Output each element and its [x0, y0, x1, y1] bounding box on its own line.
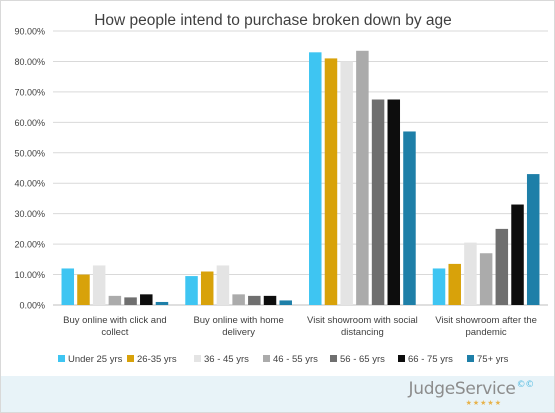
bar	[403, 131, 416, 305]
x-tick-label: distancing	[341, 327, 384, 338]
y-tick-label: 10.00%	[14, 270, 45, 280]
legend-swatch	[398, 355, 405, 362]
bar	[248, 295, 261, 305]
bar	[526, 174, 540, 305]
bar	[232, 294, 245, 305]
bar	[479, 253, 493, 305]
bar	[324, 58, 338, 306]
bar	[495, 228, 509, 305]
bar	[448, 263, 461, 305]
x-tick-label: Buy online with click and	[63, 315, 167, 326]
y-axis-tick-labels: 0.00% 10.00% 20.00% 30.00% 40.00% 50.00% 60.00…	[14, 27, 45, 311]
bar	[356, 50, 369, 305]
brand-name: JudgeService	[408, 379, 516, 399]
y-tick-label: 90.00%	[14, 27, 45, 37]
x-tick-label: collect	[101, 327, 128, 338]
legend-swatch	[58, 355, 65, 362]
bar	[464, 242, 477, 305]
x-tick-label: pandemic	[465, 327, 506, 338]
y-tick-label: 30.00%	[14, 209, 45, 219]
bar	[155, 301, 169, 305]
bar	[340, 61, 353, 305]
brand-logo: JudgeService©©	[408, 379, 535, 399]
y-tick-label: 80.00%	[14, 57, 45, 67]
x-tick-label: delivery	[222, 327, 255, 338]
bar	[387, 99, 401, 305]
bar	[511, 204, 524, 305]
footer-banner: JudgeService©© ★★★★★	[1, 376, 554, 412]
legend-swatch	[467, 355, 474, 362]
bar	[124, 297, 137, 305]
legend-label: 66 - 75 yrs	[408, 354, 453, 365]
x-tick-label: Buy online with home	[193, 315, 283, 326]
legend-swatch	[263, 355, 270, 362]
legend-label: 46 - 55 yrs	[273, 354, 318, 365]
bars	[61, 50, 540, 306]
y-tick-label: 70.00%	[14, 87, 45, 97]
legend-label: Under 25 yrs	[68, 354, 123, 365]
y-tick-label: 0.00%	[19, 301, 45, 311]
legend-label: 26-35 yrs	[137, 354, 177, 365]
bar	[279, 300, 292, 305]
legend-swatch	[330, 355, 337, 362]
chart: How people intend to purchase broken dow…	[14, 12, 548, 365]
bar	[432, 268, 446, 305]
y-tick-label: 60.00%	[14, 118, 45, 128]
x-tick-label: Visit showroom with social	[307, 315, 418, 326]
bar	[140, 294, 153, 305]
bar	[61, 268, 75, 305]
chart-title: How people intend to purchase broken dow…	[94, 12, 452, 29]
bar	[77, 274, 90, 305]
legend-swatch	[194, 355, 201, 362]
legend-label: 36 - 45 yrs	[204, 354, 249, 365]
legend: Under 25 yrs 26-35 yrs 36 - 45 yrs 46 - 55 …	[58, 354, 509, 365]
bar	[200, 271, 214, 305]
brand-mark-icon: ©©	[516, 380, 535, 391]
bar	[309, 52, 322, 306]
legend-label: 56 - 65 yrs	[340, 354, 385, 365]
rating-stars-icon: ★★★★★	[465, 400, 502, 407]
bar	[371, 99, 385, 305]
bar	[216, 265, 230, 305]
bar	[92, 265, 106, 305]
bar	[263, 295, 277, 305]
y-tick-label: 50.00%	[14, 148, 45, 158]
legend-label: 75+ yrs	[477, 354, 509, 365]
y-tick-label: 20.00%	[14, 240, 45, 250]
legend-swatch	[127, 355, 134, 362]
x-tick-label: Visit showroom after the	[435, 315, 537, 326]
y-tick-label: 40.00%	[14, 179, 45, 189]
bar	[185, 276, 198, 305]
gridlines	[53, 30, 548, 306]
bar	[108, 295, 122, 305]
